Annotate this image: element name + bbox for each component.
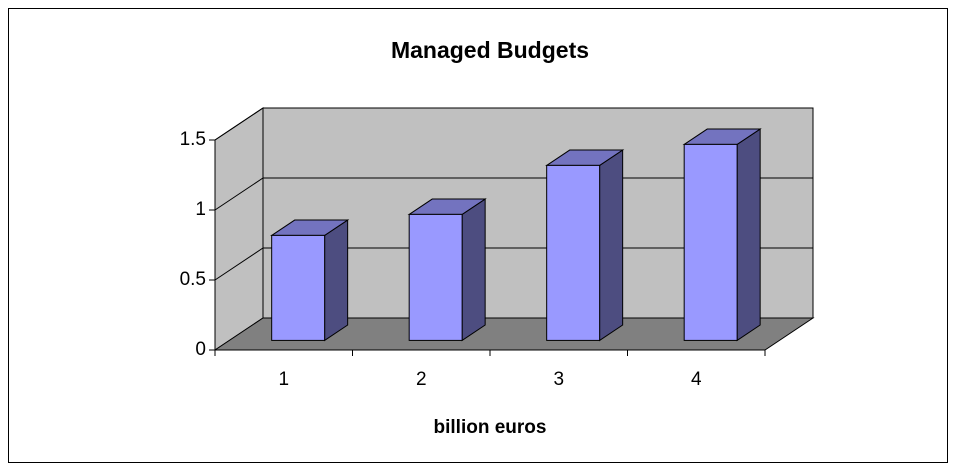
side-wall <box>214 107 264 351</box>
grid-line <box>214 177 813 211</box>
y-tick-label: 0 <box>195 339 206 360</box>
bar-front <box>408 213 463 341</box>
x-tick-label: 1 <box>278 369 289 390</box>
grid-line <box>214 107 813 141</box>
bar <box>407 198 487 342</box>
bar-side <box>599 149 624 342</box>
bar <box>545 149 625 342</box>
bar-front <box>683 143 738 341</box>
x-tick-label: 4 <box>691 369 702 390</box>
bar-front <box>271 234 326 341</box>
bar-side <box>324 219 349 342</box>
y-tick-label: 0.5 <box>180 269 206 290</box>
x-tick-label: 2 <box>416 369 427 390</box>
bar-front <box>546 164 601 341</box>
bar <box>270 219 350 342</box>
bar-side <box>736 128 761 342</box>
bar <box>682 128 762 342</box>
y-tick-label: 1.5 <box>180 129 206 150</box>
grid-line <box>214 247 813 281</box>
chart-title: Managed Budgets <box>391 37 589 63</box>
x-axis-title: billion euros <box>434 417 547 438</box>
bar-side <box>461 198 486 342</box>
y-tick-label: 1 <box>195 199 206 220</box>
x-tick-label: 3 <box>553 369 564 390</box>
